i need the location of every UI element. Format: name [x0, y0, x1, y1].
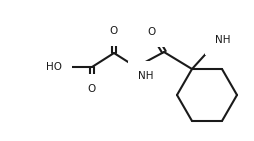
Text: HO: HO	[46, 62, 62, 72]
Text: O: O	[88, 84, 96, 94]
Text: NH: NH	[214, 35, 230, 45]
Text: O: O	[147, 27, 155, 37]
Text: O: O	[109, 26, 118, 36]
Text: NH: NH	[137, 71, 153, 81]
